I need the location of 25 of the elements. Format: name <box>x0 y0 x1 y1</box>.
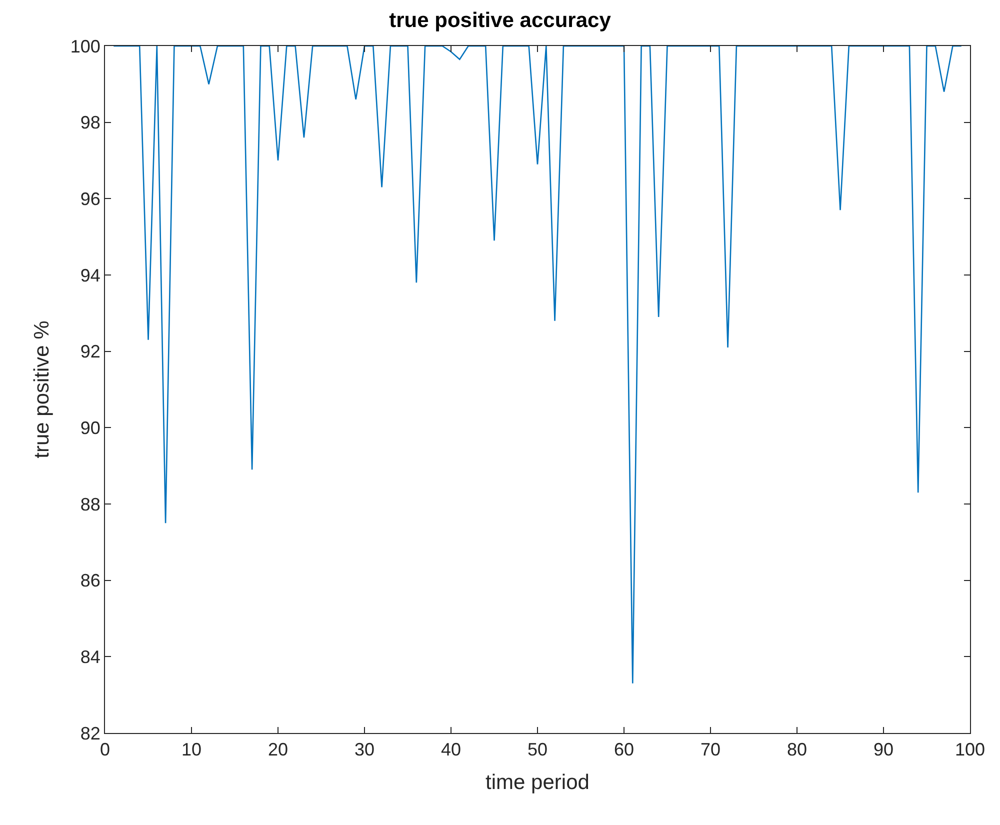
chart-title: true positive accuracy <box>389 9 612 32</box>
y-tick-label: 84 <box>80 646 100 667</box>
x-tick-label: 100 <box>954 740 986 760</box>
x-tick-label: 60 <box>614 740 634 760</box>
x-axis-title: time period <box>486 770 590 794</box>
x-tick-label: 50 <box>527 740 548 760</box>
y-tick-label: 90 <box>80 418 100 438</box>
y-tick-label: 88 <box>80 494 100 514</box>
line-series <box>113 46 962 684</box>
y-tick-label: 98 <box>80 112 100 133</box>
x-tick-label: 80 <box>786 740 808 760</box>
x-tick-label: 0 <box>100 740 110 760</box>
y-tick-label: 100 <box>70 36 100 56</box>
y-axis-title: true positive % <box>30 320 54 458</box>
y-tick-label: 94 <box>80 265 100 286</box>
x-tick-label: 20 <box>268 740 288 760</box>
x-tick-label: 70 <box>700 740 721 760</box>
y-tick-label: 86 <box>80 570 100 591</box>
x-tick-label: 90 <box>873 740 894 760</box>
x-tick-label: 40 <box>440 740 462 760</box>
x-tick-label: 30 <box>354 740 375 760</box>
x-tick-label: 10 <box>181 740 202 760</box>
y-tick-label: 96 <box>80 188 100 209</box>
y-tick-label: 92 <box>80 342 100 362</box>
y-tick-label: 82 <box>80 723 100 744</box>
